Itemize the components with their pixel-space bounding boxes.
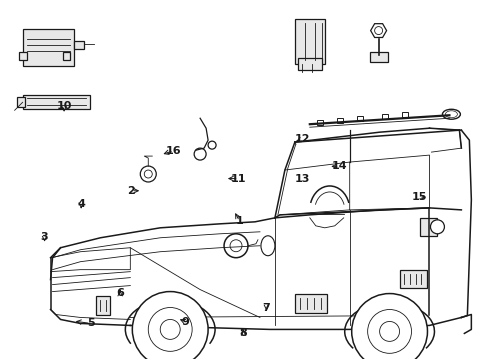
Bar	[22, 95, 90, 109]
Circle shape	[132, 292, 208, 360]
Text: 8: 8	[239, 328, 247, 338]
Text: 3: 3	[41, 232, 48, 242]
Bar	[381, 114, 387, 119]
Bar	[62, 53, 70, 60]
Bar	[74, 41, 84, 49]
Text: 5: 5	[87, 319, 95, 328]
Bar	[294, 293, 326, 314]
Text: 13: 13	[294, 174, 309, 184]
Polygon shape	[370, 24, 386, 37]
Bar	[294, 19, 324, 64]
Text: 10: 10	[56, 102, 72, 112]
Circle shape	[144, 170, 152, 178]
Bar	[316, 120, 322, 125]
Circle shape	[140, 166, 156, 182]
Bar	[17, 97, 24, 107]
Bar	[369, 53, 387, 62]
Text: 6: 6	[116, 288, 124, 298]
Circle shape	[194, 148, 205, 160]
Circle shape	[374, 27, 382, 35]
Circle shape	[351, 293, 427, 360]
Bar	[19, 53, 26, 60]
Circle shape	[208, 141, 216, 149]
Circle shape	[229, 240, 242, 252]
Text: 12: 12	[294, 134, 309, 144]
Text: 9: 9	[181, 317, 188, 327]
Bar	[336, 118, 342, 123]
Circle shape	[429, 220, 444, 234]
Ellipse shape	[261, 236, 274, 256]
Text: 14: 14	[331, 161, 346, 171]
Ellipse shape	[445, 111, 456, 118]
Bar	[356, 116, 362, 121]
Text: 15: 15	[410, 192, 426, 202]
Circle shape	[379, 321, 399, 341]
Bar	[419, 218, 437, 236]
Bar	[22, 28, 74, 67]
Text: 1: 1	[235, 216, 243, 226]
Text: 2: 2	[127, 186, 135, 196]
Circle shape	[160, 319, 180, 339]
Text: 16: 16	[165, 145, 181, 156]
Circle shape	[148, 307, 192, 351]
Ellipse shape	[442, 109, 459, 119]
Bar	[297, 58, 321, 71]
Text: 11: 11	[230, 174, 246, 184]
Bar	[96, 296, 110, 315]
Circle shape	[367, 310, 411, 353]
Text: 4: 4	[77, 199, 85, 210]
Bar	[401, 112, 407, 117]
Bar	[399, 270, 427, 288]
Circle shape	[224, 234, 247, 258]
Text: 7: 7	[262, 303, 270, 313]
